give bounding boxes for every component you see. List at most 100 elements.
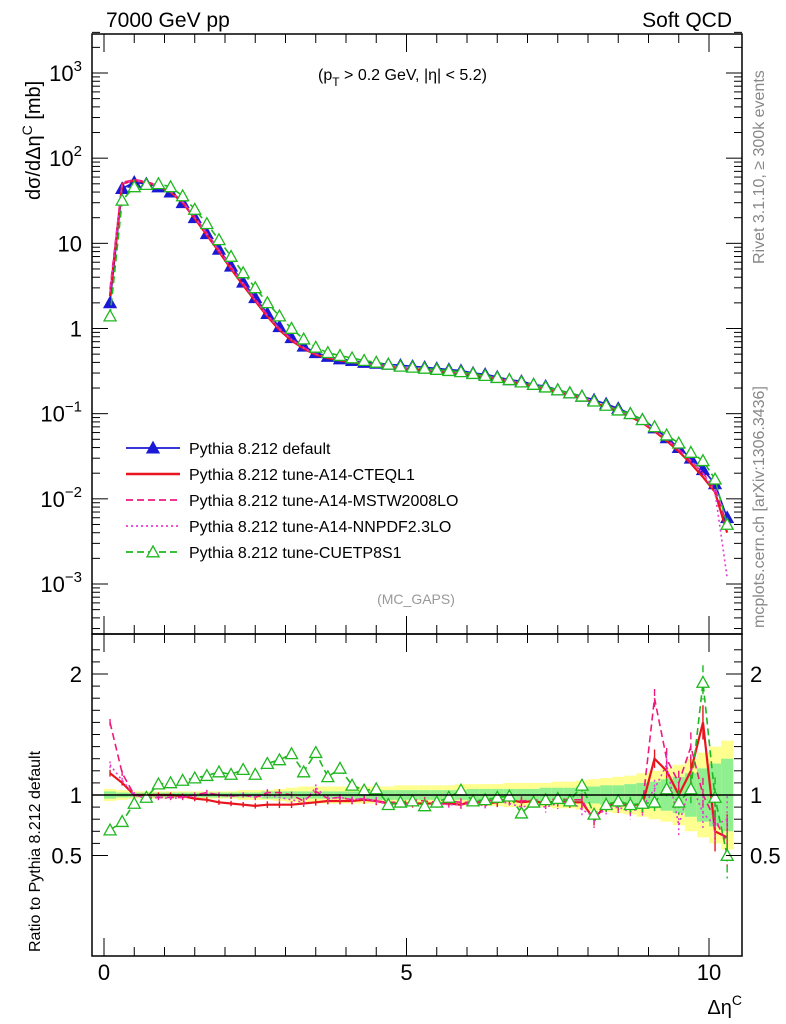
- ratio-series-point: [308, 745, 323, 759]
- ratio-series-point: [332, 761, 348, 774]
- main-series-point: [647, 419, 662, 433]
- ratio-series-point: [671, 794, 686, 808]
- main-series-point: [586, 393, 602, 407]
- main-series-point: [102, 308, 118, 322]
- ratio-tick-label-left: 1: [70, 783, 82, 808]
- x-tick-label: 10: [697, 960, 721, 985]
- ratio-tick-label-right: 0.5: [750, 844, 781, 869]
- main-series-point: [538, 379, 553, 393]
- main-series-point: [429, 362, 444, 375]
- main-series-point: [659, 427, 674, 441]
- ratio-series-point: [248, 767, 263, 780]
- main-series-point: [369, 355, 384, 368]
- ratio-series-point: [683, 781, 698, 795]
- ratio-series-point: [127, 796, 142, 809]
- ratio-series-point: [211, 764, 227, 778]
- main-series-point: [526, 377, 541, 390]
- main-series-point: [308, 340, 323, 353]
- main-series-point: [296, 331, 311, 345]
- main-series-point: [284, 321, 299, 334]
- main-series-point: [441, 363, 456, 377]
- main-series-point: [332, 348, 348, 362]
- ratio-series-point: [562, 793, 577, 807]
- mcplots-url-label: mcplots.cern.ch [arXiv:1306.3436]: [751, 386, 768, 628]
- main-series-point: [139, 177, 154, 191]
- main-series-line: [109, 182, 728, 525]
- legend-marker: [145, 544, 161, 558]
- ratio-series-point: [344, 777, 360, 791]
- main-series-point: [211, 232, 227, 246]
- y-tick-label: 1: [70, 317, 82, 342]
- ratio-series-point: [635, 796, 650, 809]
- main-series-line: [109, 179, 728, 578]
- ratio-series-point: [441, 790, 456, 803]
- main-series-point: [453, 364, 469, 378]
- main-series-point: [707, 471, 723, 485]
- main-series-point: [102, 295, 118, 309]
- ratio-series-point: [707, 790, 723, 803]
- main-series-point: [574, 388, 590, 402]
- legend: Pythia 8.212 default Pythia 8.212 tune-A1…: [126, 440, 458, 562]
- y-tick-label: 10−1: [40, 399, 82, 427]
- x-tick-label: 5: [400, 960, 412, 985]
- ratio-series-point: [611, 793, 626, 807]
- ratio-series-point: [284, 746, 299, 760]
- ratio-series-point: [623, 797, 638, 811]
- ratio-series-point: [659, 781, 674, 795]
- legend-label: Pythia 8.212 tune-A14-NNPDF2.3LO: [189, 519, 451, 536]
- ratio-series-line: [109, 698, 728, 844]
- main-series-point: [236, 265, 251, 279]
- main-series-point: [248, 280, 263, 294]
- main-series-point: [465, 366, 481, 380]
- ratio-series-point: [526, 794, 541, 808]
- y-tick-label: 103: [49, 58, 82, 86]
- ratio-series-point: [187, 770, 202, 784]
- y-tick-label: 10−2: [40, 484, 82, 512]
- main-series-point: [695, 453, 711, 467]
- main-series-point: [550, 382, 565, 396]
- main-series-point: [683, 445, 698, 458]
- ratio-series-point: [478, 792, 493, 806]
- header-right-label: Soft QCD: [642, 9, 732, 32]
- ratio-series-point: [490, 790, 505, 803]
- ratio-series-point: [550, 791, 565, 805]
- y-tick-label: 10: [58, 231, 82, 256]
- ratio-tick-label-left: 2: [70, 662, 82, 687]
- header-left-label: 7000 GeV pp: [106, 9, 230, 32]
- ratio-series-point: [272, 752, 287, 766]
- ratio-series-point: [139, 790, 154, 803]
- main-series-point: [272, 308, 287, 322]
- main-series-point: [381, 356, 396, 370]
- ratio-tick-label-right: 1: [750, 783, 762, 808]
- main-series-point: [187, 202, 202, 215]
- main-series-point: [151, 176, 166, 190]
- main-series-point: [175, 188, 190, 202]
- ratio-series-point: [115, 814, 130, 828]
- main-series-point: [357, 353, 372, 367]
- main-series-point: [405, 359, 420, 373]
- main-series-point: [417, 361, 432, 374]
- ratio-tick-label-left: 0.5: [51, 844, 82, 869]
- ratio-series-point: [223, 767, 239, 780]
- legend-marker: [145, 440, 161, 454]
- ratio-series-point: [151, 776, 166, 790]
- legend-label: Pythia 8.212 tune-A14-MSTW2008LO: [189, 493, 458, 510]
- ratio-series-point: [296, 764, 311, 778]
- main-plot-series: [102, 175, 735, 578]
- ratio-series-point: [538, 792, 553, 806]
- ratio-series-point: [381, 797, 396, 811]
- main-plot-frame: [91, 33, 743, 635]
- ratio-series-point: [695, 675, 711, 688]
- main-series-point: [502, 372, 517, 386]
- main-series-point: [223, 249, 239, 262]
- rivet-version-label: Rivet 3.1.10, ≥ 300k events: [751, 70, 768, 264]
- ratio-series-point: [514, 805, 529, 819]
- main-series-point: [127, 179, 142, 193]
- main-series-point: [199, 216, 214, 230]
- ratio-series-point: [574, 777, 590, 791]
- main-series-point: [163, 179, 178, 193]
- ratio-series-point: [417, 798, 432, 812]
- main-series-point: [115, 192, 130, 206]
